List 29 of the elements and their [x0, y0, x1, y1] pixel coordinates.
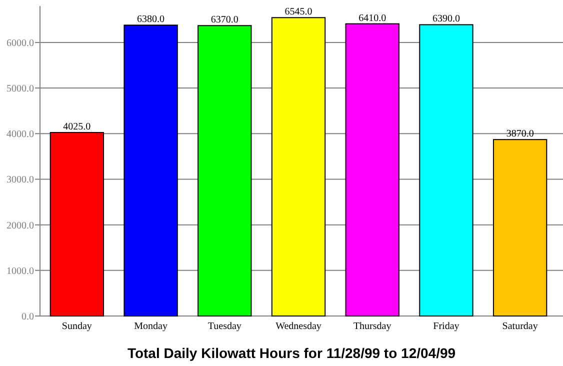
data-label: 4025.0 — [63, 122, 91, 133]
y-tick-label: 1000.0 — [6, 266, 34, 277]
bar — [198, 25, 252, 316]
x-tick-label: Tuesday — [208, 321, 242, 332]
bar — [124, 24, 178, 316]
x-tick-label: Friday — [433, 321, 460, 332]
bar — [419, 24, 474, 316]
x-tick-label: Sunday — [62, 321, 92, 332]
x-tick-label: Monday — [134, 321, 168, 332]
bar — [492, 139, 548, 316]
y-tick-label: 6000.0 — [6, 38, 34, 49]
bar — [271, 17, 326, 316]
data-label: 6545.0 — [284, 6, 312, 18]
x-tick-label: Thursday — [353, 321, 392, 332]
y-tick-label: 5000.0 — [6, 84, 34, 95]
x-tick-label: Wednesday — [276, 321, 322, 332]
y-tick-label: 2000.0 — [6, 220, 34, 232]
bar — [345, 23, 400, 316]
data-label: 6390.0 — [432, 14, 460, 25]
y-tick-label: 3000.0 — [6, 174, 34, 186]
y-tick-label: 4000.0 — [6, 129, 34, 140]
data-label: 3870.0 — [506, 128, 534, 140]
y-tick-label: 0.0 — [22, 312, 34, 322]
x-tick-label: Saturday — [502, 321, 538, 332]
data-label: 6370.0 — [210, 14, 238, 26]
text: Total Daily Kilowatt Hours for 11/28/99 to 12/04/99 — [127, 345, 456, 361]
data-label: 6380.0 — [137, 14, 165, 26]
data-label: 6410.0 — [358, 12, 386, 24]
bar — [50, 132, 104, 316]
